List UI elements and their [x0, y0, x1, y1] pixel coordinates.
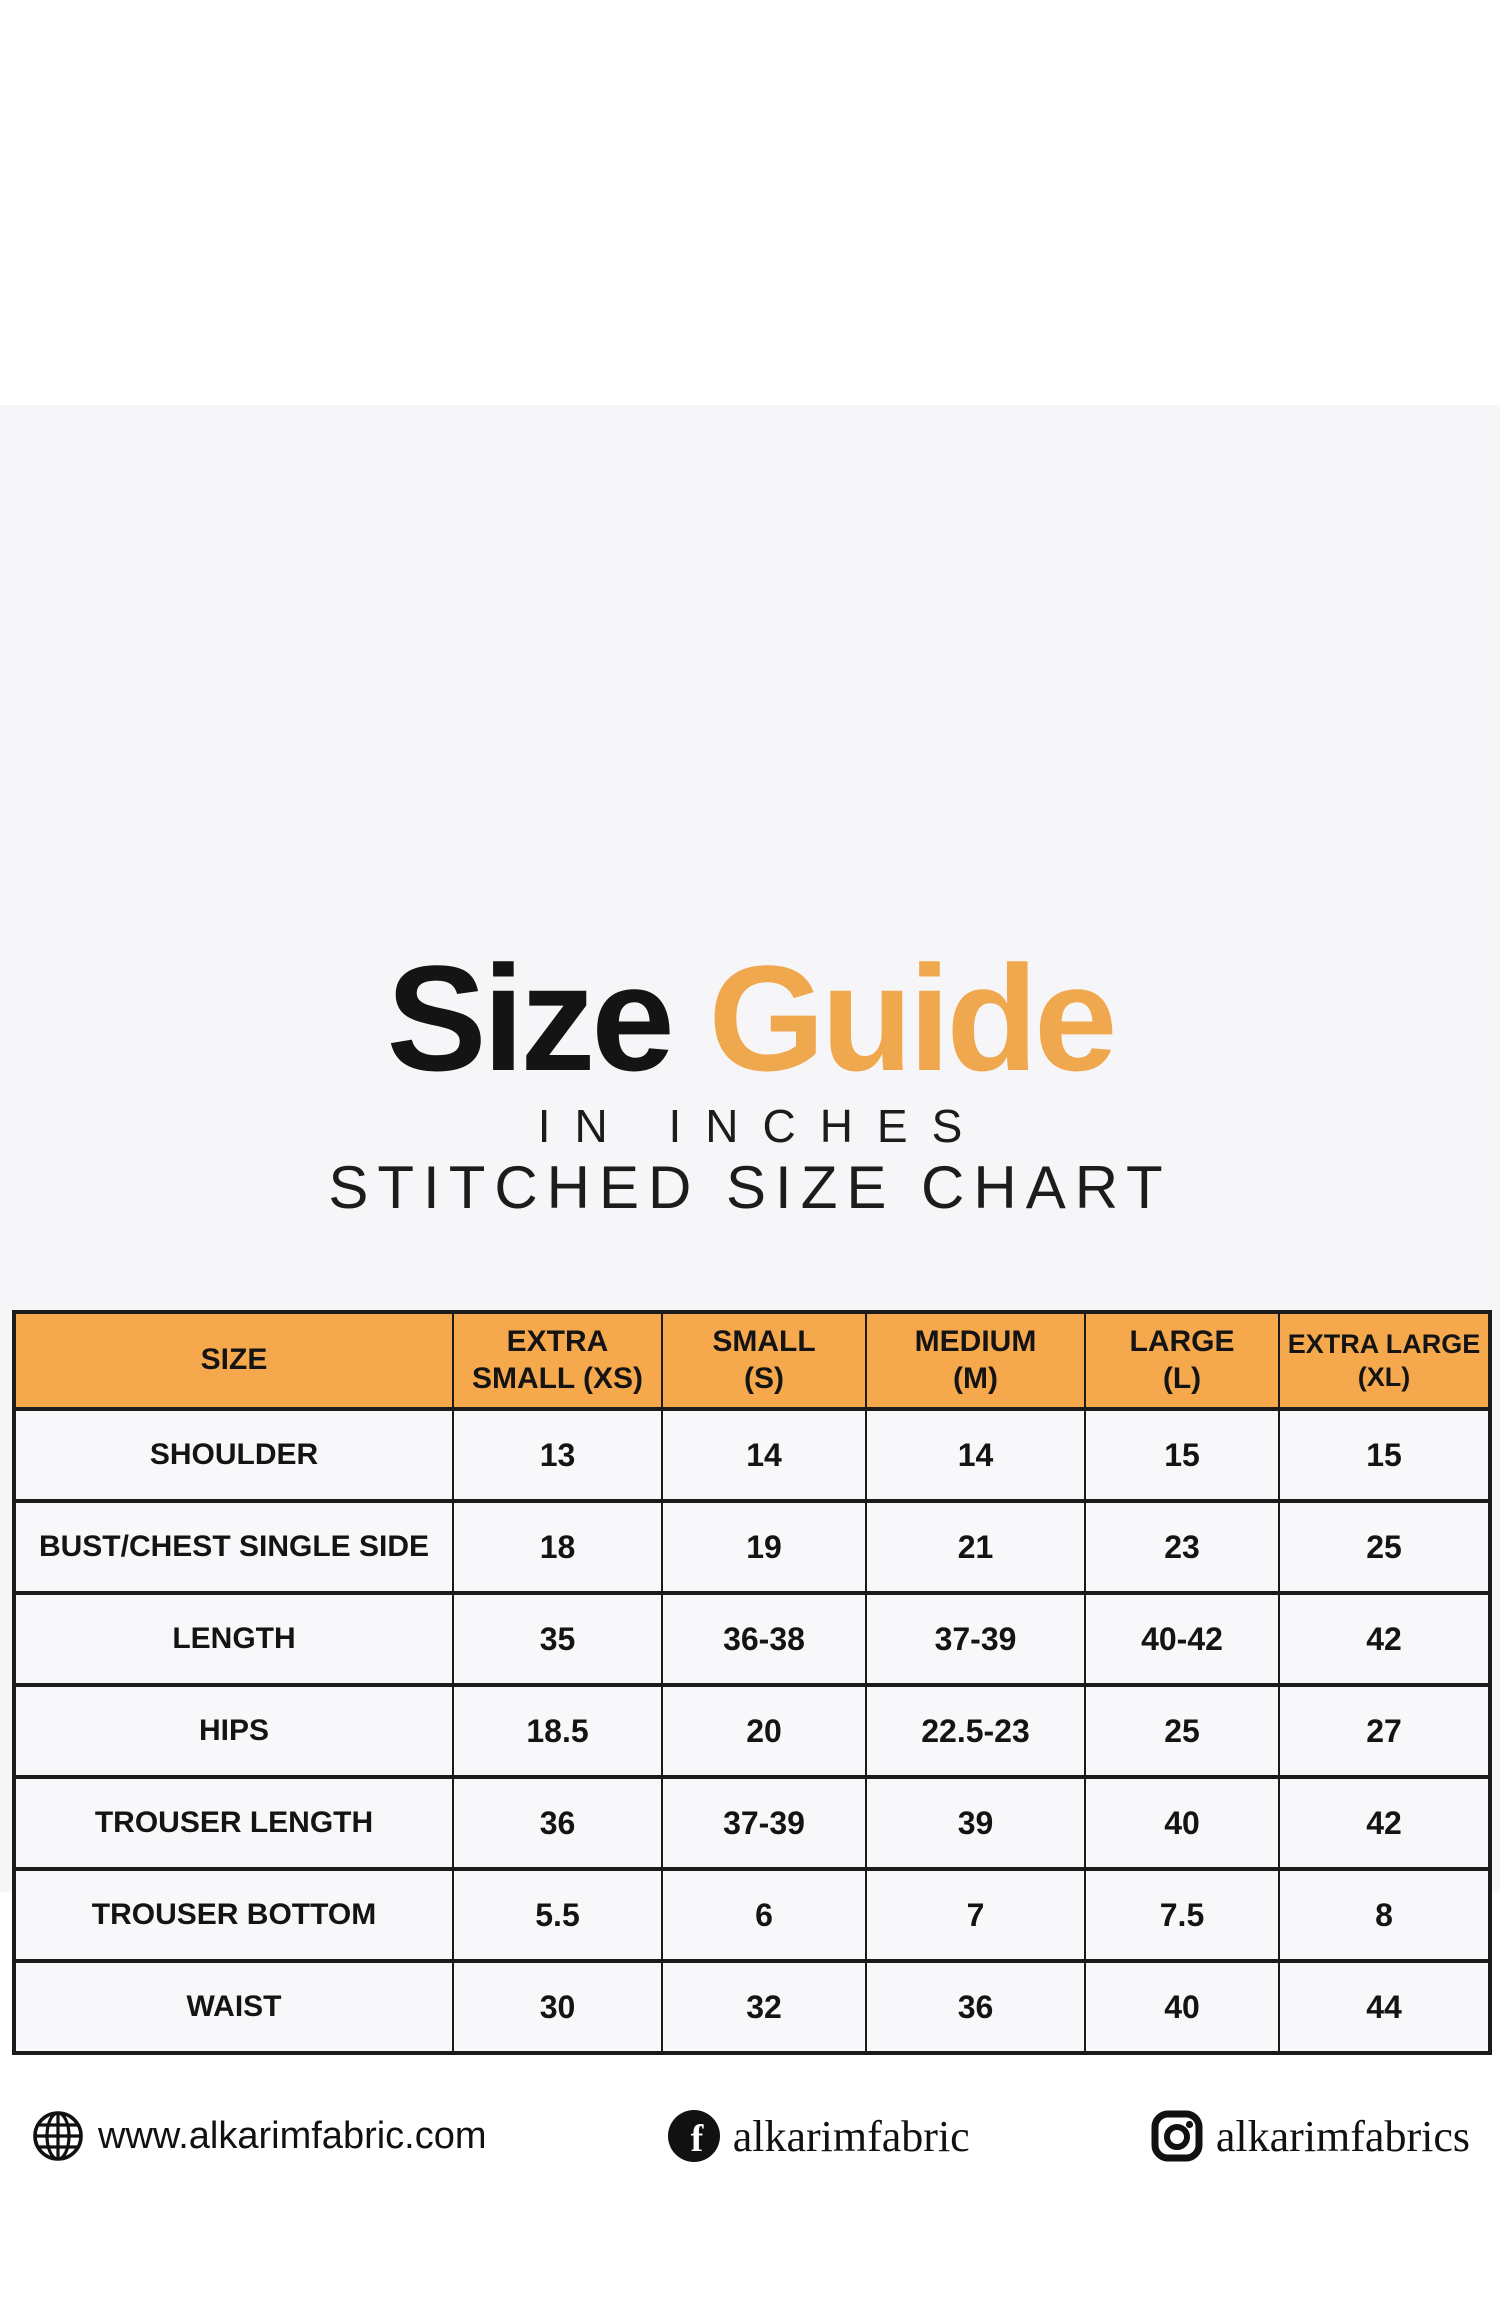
- instagram-handle-text: alkarimfabrics: [1215, 2111, 1470, 2161]
- col-header-line: LARGE: [1129, 1324, 1235, 1358]
- cell-value: 42: [1278, 1775, 1491, 1871]
- cell-value: 40: [1084, 1775, 1280, 1871]
- cell-value: 7: [865, 1867, 1086, 1963]
- cell-value: 37-39: [661, 1775, 867, 1871]
- table-row-shoulder: SHOULDER 13 14 14 15 15: [13, 1407, 1491, 1503]
- globe-icon: [33, 2111, 83, 2161]
- cell-value: 39: [865, 1775, 1086, 1871]
- content-band: Size Guide IN INCHES STITCHED SIZE CHART…: [0, 405, 1500, 2162]
- col-header-line: (S): [744, 1361, 784, 1395]
- table-row-trouser-bottom: TROUSER BOTTOM 5.5 6 7 7.5 8: [13, 1867, 1491, 1963]
- svg-text:f: f: [690, 2118, 704, 2160]
- cell-value: 44: [1278, 1959, 1491, 2055]
- col-header-extra-small: EXTRA SMALL (XS): [452, 1310, 663, 1411]
- col-header-large: LARGE (L): [1084, 1310, 1280, 1411]
- website-text: www.alkarimfabric.com: [98, 2114, 487, 2157]
- table-row-trouser-length: TROUSER LENGTH 36 37-39 39 40 42: [13, 1775, 1491, 1871]
- cell-value: 19: [661, 1499, 867, 1595]
- table-row-hips: HIPS 18.5 20 22.5-23 25 27: [13, 1683, 1491, 1779]
- footer-contact-bar: www.alkarimfabric.com f alkarimfabric al…: [0, 2108, 1500, 2164]
- title-word-guide: Guide: [708, 934, 1117, 1102]
- col-header-extra-large: EXTRA LARGE (XL): [1278, 1310, 1491, 1411]
- cell-value: 21: [865, 1499, 1086, 1595]
- col-header-size: SIZE: [13, 1310, 454, 1411]
- page-title: Size Guide: [0, 943, 1500, 1093]
- instagram-icon: [1151, 2110, 1203, 2162]
- cell-value: 40: [1084, 1959, 1280, 2055]
- size-chart-table: SIZE EXTRA SMALL (XS) SMALL (S) MEDIUM (…: [12, 1310, 1492, 2055]
- col-header-line: EXTRA LARGE: [1287, 1328, 1481, 1359]
- row-label: HIPS: [13, 1683, 454, 1779]
- cell-value: 30: [452, 1959, 663, 2055]
- facebook-handle-text: alkarimfabric: [732, 2111, 970, 2161]
- cell-value: 14: [661, 1407, 867, 1503]
- cell-value: 27: [1278, 1683, 1491, 1779]
- cell-value: 42: [1278, 1591, 1491, 1687]
- col-header-small: SMALL (S): [661, 1310, 867, 1411]
- cell-value: 36: [865, 1959, 1086, 2055]
- cell-value: 5.5: [452, 1867, 663, 1963]
- col-header-medium: MEDIUM (M): [865, 1310, 1086, 1411]
- cell-value: 25: [1084, 1683, 1280, 1779]
- cell-value: 36: [452, 1775, 663, 1871]
- cell-value: 14: [865, 1407, 1086, 1503]
- website-link[interactable]: www.alkarimfabric.com: [30, 2108, 487, 2164]
- cell-value: 7.5: [1084, 1867, 1280, 1963]
- cell-value: 15: [1278, 1407, 1491, 1503]
- cell-value: 40-42: [1084, 1591, 1280, 1687]
- subtitle-in-inches: IN INCHES: [537, 1100, 987, 1152]
- facebook-icon: f: [667, 2110, 720, 2162]
- cell-value: 6: [661, 1867, 867, 1963]
- table-row-waist: WAIST 30 32 36 40 44: [13, 1959, 1491, 2055]
- cell-value: 18.5: [452, 1683, 663, 1779]
- cell-value: 8: [1278, 1867, 1491, 1963]
- row-label: TROUSER BOTTOM: [13, 1867, 454, 1963]
- cell-value: 13: [452, 1407, 663, 1503]
- row-label: WAIST: [13, 1959, 454, 2055]
- cell-value: 23: [1084, 1499, 1280, 1595]
- cell-value: 25: [1278, 1499, 1491, 1595]
- subtitle-stitched-size-chart: STITCHED SIZE CHART: [328, 1154, 1172, 1221]
- table-row-length: LENGTH 35 36-38 37-39 40-42 42: [13, 1591, 1491, 1687]
- col-header-line: MEDIUM: [914, 1324, 1037, 1358]
- title-word-size: Size: [386, 934, 675, 1102]
- facebook-link[interactable]: f alkarimfabric: [667, 2109, 970, 2163]
- cell-value: 32: [661, 1959, 867, 2055]
- table-row-bust-chest: BUST/CHEST SINGLE SIDE 18 19 21 23 25: [13, 1499, 1491, 1595]
- row-label: TROUSER LENGTH: [13, 1775, 454, 1871]
- row-label: BUST/CHEST SINGLE SIDE: [13, 1499, 454, 1595]
- col-header-line: SMALL: [712, 1324, 816, 1358]
- row-label: LENGTH: [13, 1591, 454, 1687]
- cell-value: 35: [452, 1591, 663, 1687]
- cell-value: 18: [452, 1499, 663, 1595]
- col-header-line: (XL): [1357, 1361, 1411, 1392]
- table-header-row: SIZE EXTRA SMALL (XS) SMALL (S) MEDIUM (…: [13, 1310, 1491, 1411]
- cell-value: 20: [661, 1683, 867, 1779]
- cell-value: 22.5-23: [865, 1683, 1086, 1779]
- col-header-line: SMALL (XS): [471, 1361, 644, 1395]
- instagram-link[interactable]: alkarimfabrics: [1150, 2109, 1470, 2163]
- col-header-line: EXTRA: [506, 1324, 609, 1358]
- col-header-line: (L): [1162, 1361, 1202, 1395]
- col-header-line: (M): [953, 1361, 998, 1395]
- cell-value: 36-38: [661, 1591, 867, 1687]
- cell-value: 15: [1084, 1407, 1280, 1503]
- cell-value: 37-39: [865, 1591, 1086, 1687]
- row-label: SHOULDER: [13, 1407, 454, 1503]
